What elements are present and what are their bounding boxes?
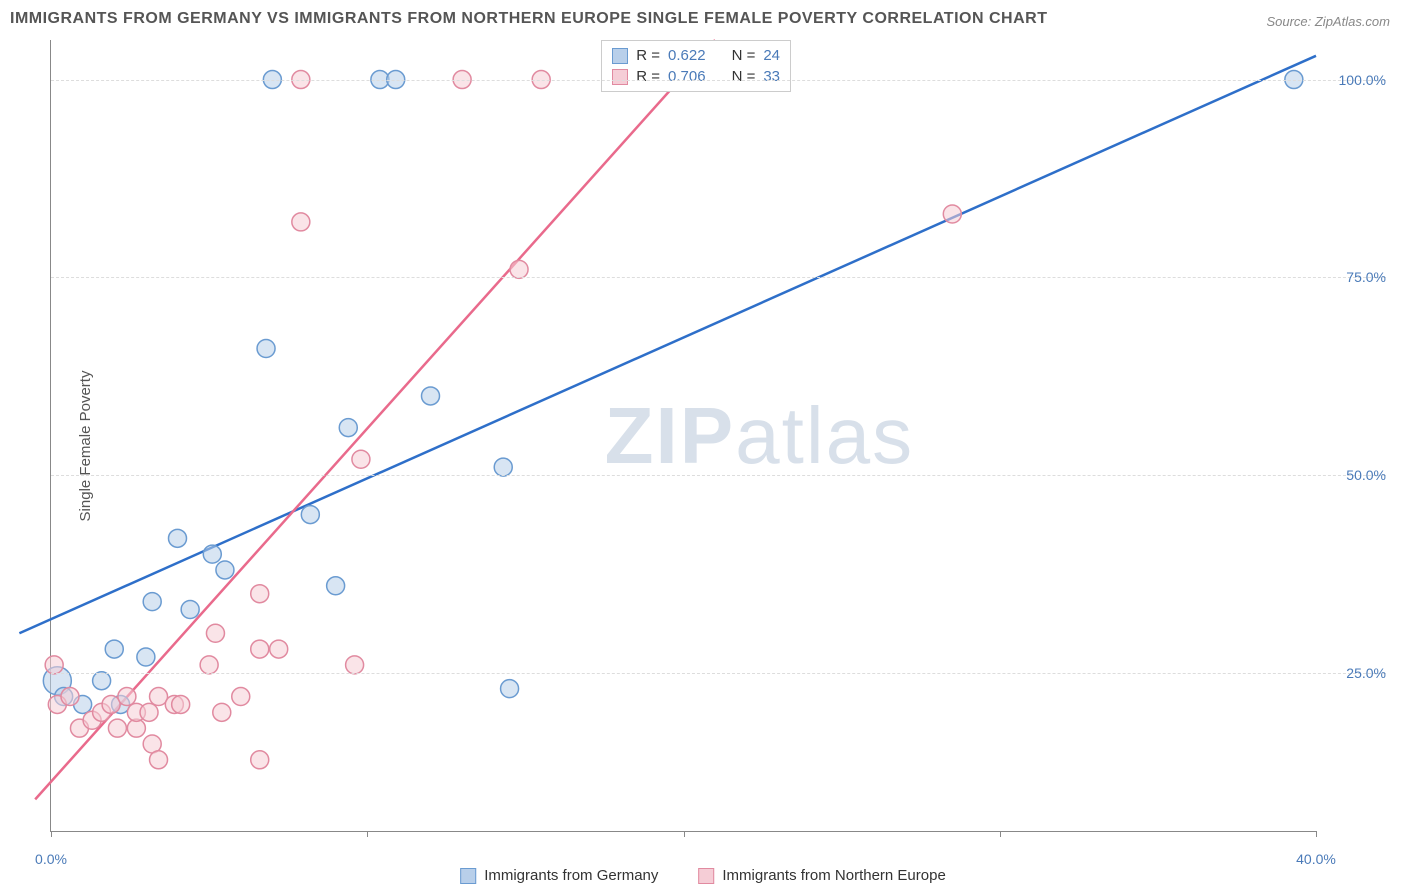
data-point [172, 695, 190, 713]
ytick-label: 50.0% [1346, 467, 1386, 483]
data-point [105, 640, 123, 658]
data-point [216, 561, 234, 579]
data-point [61, 688, 79, 706]
data-point [494, 458, 512, 476]
data-point [422, 387, 440, 405]
gridline-h [51, 277, 1386, 278]
data-point [510, 260, 528, 278]
data-point [203, 545, 221, 563]
data-point [943, 205, 961, 223]
xtick [684, 831, 685, 837]
gridline-h [51, 475, 1386, 476]
series-legend: Immigrants from Germany Immigrants from N… [460, 867, 946, 884]
legend-row: R = 0.706 N = 33 [612, 66, 780, 87]
xtick-label: 40.0% [1296, 851, 1336, 867]
data-point [169, 529, 187, 547]
chart-title: IMMIGRANTS FROM GERMANY VS IMMIGRANTS FR… [10, 10, 1047, 28]
series-legend-item: Immigrants from Germany [460, 867, 658, 884]
legend-r-label: R = [636, 47, 660, 64]
plot-svg [51, 40, 1316, 831]
xtick [1316, 831, 1317, 837]
source-name: ZipAtlas.com [1315, 14, 1390, 29]
legend-swatch [460, 868, 476, 884]
xtick [51, 831, 52, 837]
gridline-h [51, 80, 1386, 81]
data-point [327, 577, 345, 595]
source-prefix: Source: [1266, 14, 1314, 29]
legend-n-value: 33 [763, 68, 780, 85]
ytick-label: 75.0% [1346, 269, 1386, 285]
legend-n-label: N = [732, 47, 756, 64]
legend-r-label: R = [636, 68, 660, 85]
data-point [251, 585, 269, 603]
data-point [339, 419, 357, 437]
data-point [45, 656, 63, 674]
legend-n-label: N = [732, 68, 756, 85]
trend-line [35, 40, 715, 799]
data-point [213, 703, 231, 721]
data-point [150, 751, 168, 769]
series-name: Immigrants from Northern Europe [722, 867, 945, 884]
data-point [143, 593, 161, 611]
data-point [206, 624, 224, 642]
data-point [108, 719, 126, 737]
data-point [200, 656, 218, 674]
data-point [137, 648, 155, 666]
data-point [292, 213, 310, 231]
data-point [93, 672, 111, 690]
legend-swatch [612, 48, 628, 64]
series-legend-item: Immigrants from Northern Europe [698, 867, 945, 884]
ytick-label: 100.0% [1339, 72, 1386, 88]
correlation-legend: R = 0.622 N = 24 R = 0.706 N = 33 [601, 40, 791, 92]
data-point [251, 751, 269, 769]
series-name: Immigrants from Germany [484, 867, 658, 884]
xtick [1000, 831, 1001, 837]
data-point [118, 688, 136, 706]
legend-r-value: 0.622 [668, 47, 706, 64]
data-point [346, 656, 364, 674]
source-credit: Source: ZipAtlas.com [1266, 14, 1390, 29]
data-point [140, 703, 158, 721]
data-point [352, 450, 370, 468]
legend-swatch [698, 868, 714, 884]
legend-swatch [612, 69, 628, 85]
legend-n-value: 24 [763, 47, 780, 64]
legend-r-value: 0.706 [668, 68, 706, 85]
data-point [181, 601, 199, 619]
ytick-label: 25.0% [1346, 665, 1386, 681]
data-point [232, 688, 250, 706]
legend-row: R = 0.622 N = 24 [612, 45, 780, 66]
xtick-label: 0.0% [35, 851, 67, 867]
data-point [270, 640, 288, 658]
data-point [251, 640, 269, 658]
chart-container: IMMIGRANTS FROM GERMANY VS IMMIGRANTS FR… [0, 0, 1406, 892]
data-point [301, 506, 319, 524]
plot-area: ZIPatlas R =0.622N =24R =0.706N =33 25.0… [50, 40, 1316, 832]
data-point [501, 680, 519, 698]
gridline-h [51, 673, 1386, 674]
xtick [367, 831, 368, 837]
data-point [257, 339, 275, 357]
